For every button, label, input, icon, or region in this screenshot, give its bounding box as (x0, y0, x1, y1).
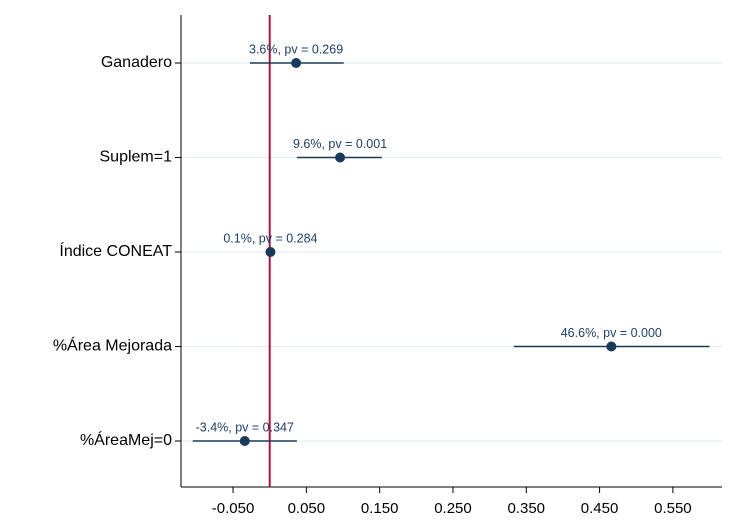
x-tick-label: 0.150 (361, 500, 399, 517)
x-tick-label: 0.050 (288, 500, 326, 517)
y-tick-label: Ganadero (101, 54, 172, 71)
point-estimate (335, 152, 346, 163)
y-tick-label: %Área Mejorada (53, 336, 172, 355)
point-estimate (265, 247, 276, 257)
y-tick-label: Suplem=1 (100, 149, 173, 166)
point-estimate (239, 436, 250, 446)
value-label: 3.6%, pv = 0.269 (249, 42, 343, 56)
value-label: 9.6%, pv = 0.001 (293, 137, 387, 151)
value-label: -3.4%, pv = 0.347 (196, 420, 294, 434)
x-tick-label: 0.250 (434, 500, 472, 517)
x-tick-label: 0.550 (654, 500, 692, 517)
point-estimate (291, 58, 302, 68)
x-tick-label: -0.050 (212, 500, 255, 517)
y-tick-label: %ÁreaMej=0 (80, 430, 172, 449)
value-label: 46.6%, pv = 0.000 (561, 326, 662, 340)
y-tick-label: Índice CONEAT (59, 241, 172, 260)
point-estimate (606, 341, 617, 352)
value-label: 0.1%, pv = 0.284 (223, 231, 317, 245)
x-tick-label: 0.450 (581, 500, 619, 517)
x-tick-label: 0.350 (507, 500, 545, 517)
